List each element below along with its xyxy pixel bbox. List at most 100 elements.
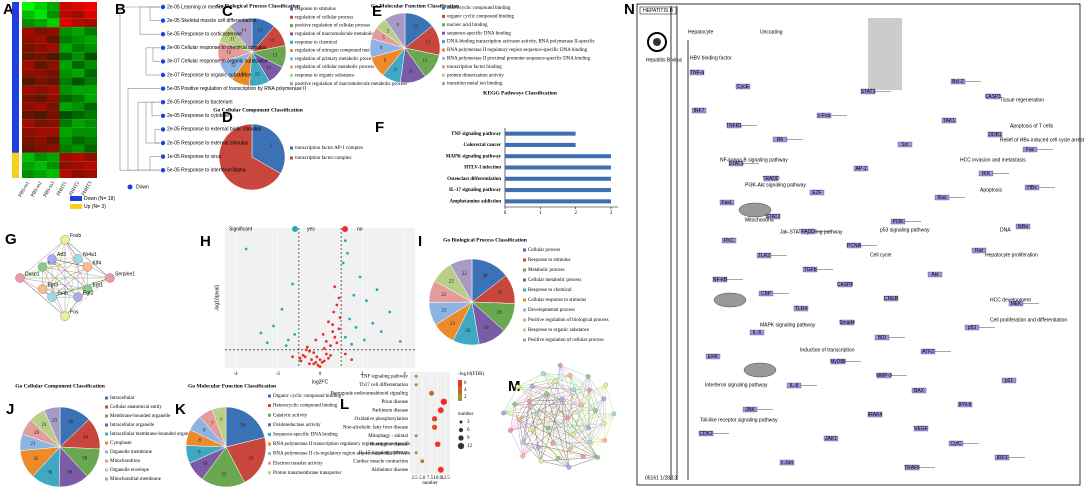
heatmap-cell bbox=[22, 153, 35, 161]
gene-label: CASP3 bbox=[985, 94, 1002, 100]
point bbox=[331, 323, 334, 326]
heatmap-cell bbox=[22, 77, 35, 85]
heatmap-cell bbox=[85, 161, 98, 169]
legend-swatch bbox=[105, 460, 108, 463]
map-note: Hepatocyte bbox=[688, 29, 714, 35]
point bbox=[333, 336, 336, 339]
heatmap-cell bbox=[22, 144, 35, 152]
legend-label: Membrane-bounded organelle bbox=[110, 414, 171, 419]
legend-label: Intracellular bbox=[110, 396, 135, 401]
legend-swatch bbox=[105, 433, 108, 436]
slice-label: 23 bbox=[450, 322, 456, 327]
heatmap-cell bbox=[60, 52, 73, 60]
heatmap-cell bbox=[60, 10, 73, 18]
legend-swatch bbox=[342, 226, 348, 232]
heatmap-cell bbox=[72, 161, 85, 169]
point bbox=[325, 340, 328, 343]
y-tick-label: Osteoclast differentiation bbox=[447, 177, 501, 182]
gene-label: IL-8 bbox=[790, 383, 799, 389]
heatmap-cell bbox=[72, 153, 85, 161]
size-key bbox=[459, 420, 462, 423]
legend-label: Cellular anatomical entity bbox=[110, 405, 162, 410]
y-tick-label: HTLV-I infection bbox=[464, 166, 501, 171]
legend-swatch bbox=[290, 66, 293, 69]
group-bar bbox=[12, 153, 19, 178]
y-tick-label: TNF signaling pathway bbox=[361, 374, 409, 379]
bar bbox=[505, 188, 611, 192]
network-node bbox=[586, 426, 590, 430]
term-label: 2e-05 Skeletal muscle cell differentiati… bbox=[167, 18, 257, 24]
gene-label: Rb bbox=[777, 137, 784, 143]
legend-label: protein dimerization activity bbox=[447, 73, 504, 78]
network-node bbox=[527, 399, 531, 403]
map-title: HEPATITIS B bbox=[643, 8, 673, 14]
legend-swatch bbox=[105, 424, 108, 427]
colorbar-step bbox=[458, 394, 462, 401]
y-tick-label: MAPK signaling pathway bbox=[446, 154, 502, 159]
term-dot bbox=[161, 5, 165, 9]
size-key bbox=[459, 428, 463, 432]
slice-label: 38 bbox=[67, 471, 73, 476]
legend-label: organic cyclic compound binding bbox=[447, 15, 514, 20]
panel-letter: I bbox=[418, 233, 422, 250]
gene-label: IKK bbox=[982, 171, 991, 177]
dot bbox=[415, 451, 418, 454]
heatmap-cell bbox=[60, 94, 73, 102]
mitochondrion bbox=[714, 293, 746, 307]
legend-label: Cellular response to stimulus bbox=[528, 298, 586, 303]
legend-label: response to chemical bbox=[295, 40, 338, 45]
term-dot bbox=[161, 86, 165, 90]
gene-label: TGFb bbox=[804, 267, 817, 273]
gene-label: E2F bbox=[812, 190, 821, 196]
heatmap-cell bbox=[35, 144, 48, 152]
gene-label: Src bbox=[901, 142, 909, 148]
point bbox=[302, 354, 305, 357]
y-tick-label: Oxidative phosphorylation bbox=[355, 417, 409, 422]
gene-label: c-Fos bbox=[818, 113, 831, 119]
gene-label: Smad4 bbox=[839, 320, 855, 326]
point bbox=[291, 283, 294, 286]
heatmap-cell bbox=[85, 10, 98, 18]
heatmap-cell bbox=[85, 103, 98, 111]
heatmap-cell bbox=[85, 27, 98, 35]
gene-label: TNF-a bbox=[690, 70, 704, 76]
heatmap-cell bbox=[47, 77, 60, 85]
network-node bbox=[61, 235, 70, 244]
point bbox=[312, 351, 315, 354]
network-node bbox=[528, 427, 532, 431]
x-tick-label: 2.5 bbox=[411, 476, 418, 481]
slice-label: 29 bbox=[497, 311, 503, 316]
term-dot bbox=[161, 59, 165, 63]
legend-label: regulation of cellular process bbox=[295, 15, 353, 20]
slice-label: 21 bbox=[31, 442, 37, 447]
chart-title: Go Cellular Component Classification bbox=[15, 383, 105, 389]
gene-label: Ras bbox=[938, 195, 947, 201]
heatmap-cell bbox=[22, 170, 35, 178]
heatmap-cell bbox=[47, 52, 60, 60]
heatmap-cell bbox=[72, 77, 85, 85]
legend-label: Developmental process bbox=[528, 308, 575, 313]
gene-label: CycE bbox=[737, 84, 750, 90]
network-node bbox=[612, 412, 616, 416]
slice-label: 13 bbox=[413, 25, 419, 30]
colorbar-step bbox=[458, 380, 462, 387]
node-label: Egr1 bbox=[93, 282, 104, 288]
node-label: Dusp1 bbox=[25, 271, 40, 277]
term-label: 5e-05 Response to interferon-alpha bbox=[167, 168, 246, 174]
map-note: Hepatitis B virus bbox=[646, 57, 683, 63]
dot bbox=[415, 434, 418, 437]
point bbox=[344, 353, 347, 356]
term-label: 2e-07 Response to organic substance bbox=[167, 72, 251, 78]
point bbox=[344, 336, 347, 339]
gene-label: CASP8 bbox=[837, 282, 854, 288]
legend-swatch bbox=[290, 41, 293, 44]
point bbox=[331, 330, 334, 333]
colorbar-step bbox=[458, 387, 462, 394]
gene-label: STAT2 bbox=[766, 214, 781, 220]
heatmap-cell bbox=[35, 77, 48, 85]
point bbox=[319, 365, 322, 368]
heatmap-cell bbox=[60, 128, 73, 136]
y-tick-label: Huntington disease bbox=[370, 442, 409, 447]
legend-swatch bbox=[70, 204, 82, 209]
legend-label: transition metal ion binding bbox=[447, 82, 503, 87]
